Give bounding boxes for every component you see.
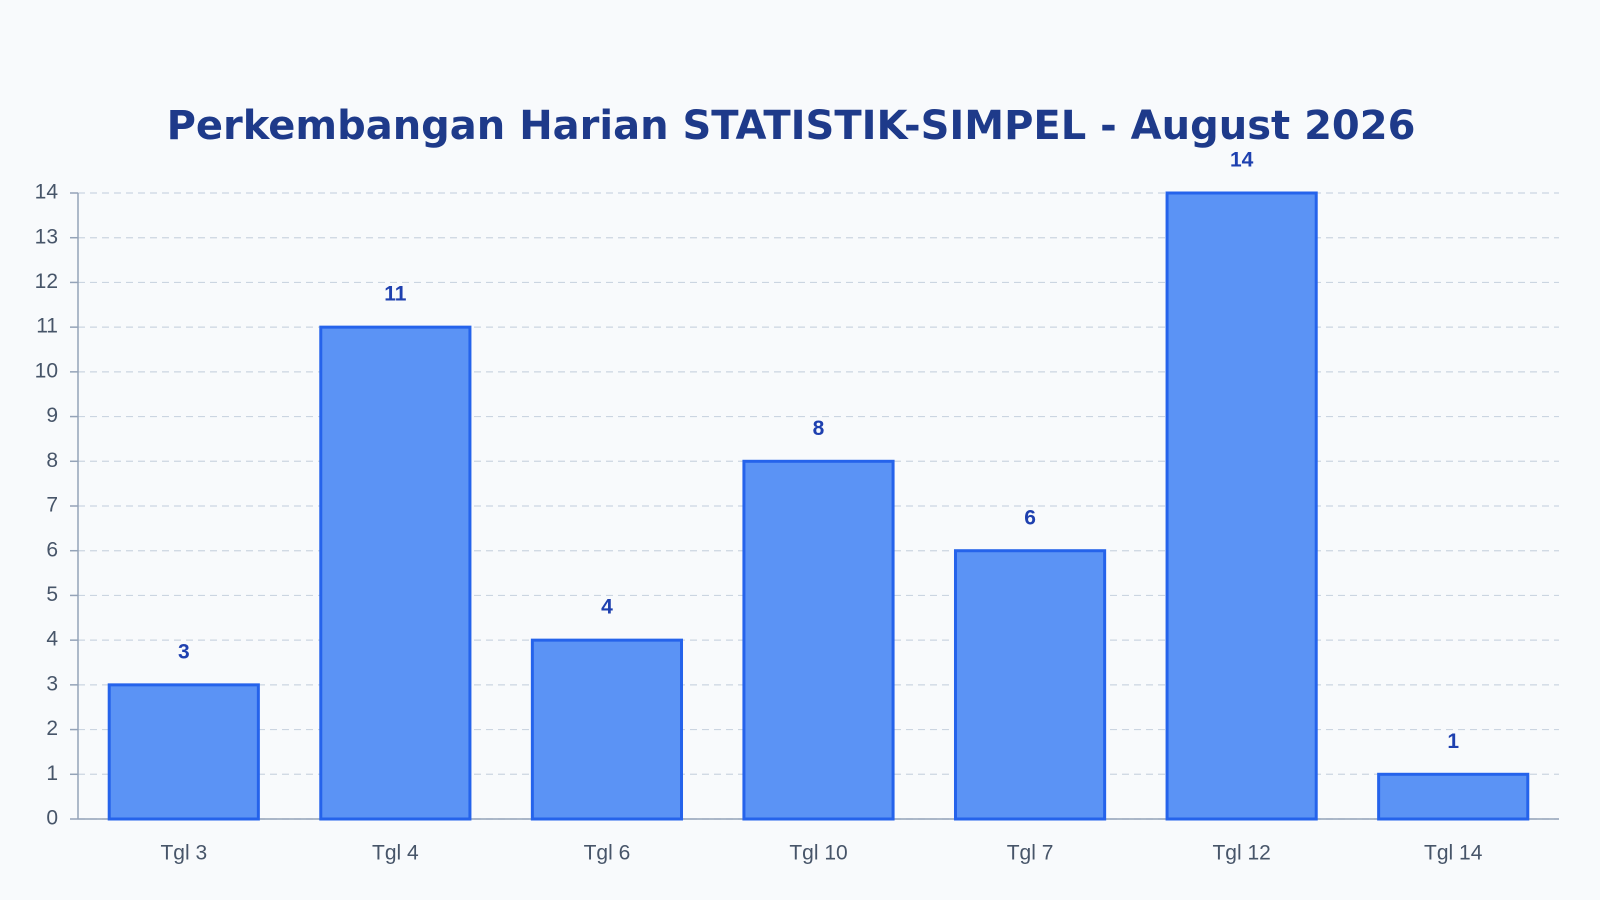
chart-title: Perkembangan Harian STATISTIK-SIMPEL - A… — [167, 103, 1416, 149]
bar — [107, 683, 260, 821]
value-label: 6 — [1024, 506, 1036, 529]
x-tick-label: Tgl 10 — [789, 842, 847, 865]
value-label: 1 — [1447, 730, 1459, 753]
y-tick-label: 0 — [46, 807, 58, 830]
bar — [1377, 772, 1530, 821]
y-tick-label: 12 — [35, 270, 58, 293]
y-tick-label: 1 — [46, 762, 58, 785]
y-tick-label: 5 — [46, 583, 58, 606]
x-tick-label: Tgl 7 — [1007, 842, 1054, 865]
y-tick-label: 10 — [35, 359, 58, 382]
value-label: 3 — [178, 640, 190, 663]
y-tick-label: 6 — [46, 538, 58, 561]
value-label: 11 — [384, 283, 407, 306]
y-tick-label: 11 — [36, 315, 58, 338]
bar — [742, 459, 895, 821]
x-tick-label: Tgl 14 — [1424, 842, 1483, 865]
value-label: 4 — [601, 596, 613, 619]
x-tick-label: Tgl 6 — [584, 842, 631, 865]
y-tick-label: 13 — [35, 225, 58, 248]
y-tick-label: 9 — [46, 404, 58, 427]
bar — [530, 638, 684, 821]
bar — [319, 325, 472, 821]
y-tick-label: 3 — [46, 672, 58, 695]
x-tick-label: Tgl 12 — [1212, 842, 1270, 865]
bar — [953, 549, 1107, 821]
bar — [1165, 191, 1318, 821]
x-tick-label: Tgl 4 — [372, 842, 419, 865]
value-label: 14 — [1230, 149, 1254, 172]
y-tick-label: 14 — [35, 181, 59, 204]
x-tick-label: Tgl 3 — [160, 842, 207, 865]
y-tick-label: 2 — [46, 717, 58, 740]
y-tick-label: 8 — [46, 449, 58, 472]
value-label: 8 — [813, 417, 825, 440]
y-tick-label: 7 — [46, 494, 58, 517]
y-tick-label: 4 — [46, 628, 58, 651]
